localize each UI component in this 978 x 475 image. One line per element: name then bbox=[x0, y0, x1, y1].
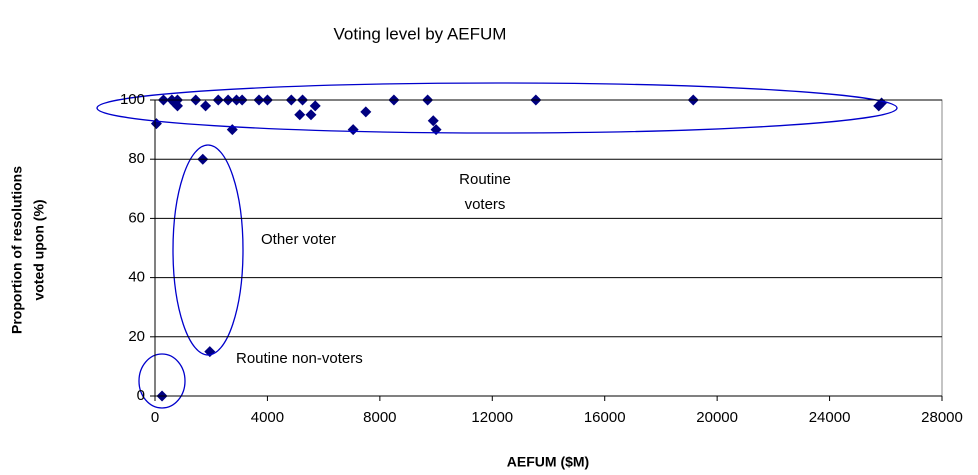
annotation: voters bbox=[465, 196, 506, 213]
point bbox=[360, 106, 372, 118]
y-tick-label: 60 bbox=[128, 209, 145, 226]
point bbox=[294, 109, 306, 121]
annotation: Other voter bbox=[261, 231, 336, 248]
y-tick-label: 100 bbox=[120, 91, 145, 108]
point bbox=[427, 115, 439, 127]
x-tick-label: 4000 bbox=[251, 409, 284, 426]
x-tick-label: 28000 bbox=[921, 409, 963, 426]
x-tick-label: 0 bbox=[151, 409, 159, 426]
annotation-ellipse bbox=[138, 353, 186, 409]
point bbox=[347, 124, 359, 136]
point bbox=[309, 100, 321, 112]
y-tick-label: 80 bbox=[128, 150, 145, 167]
point bbox=[150, 118, 162, 130]
x-tick-label: 8000 bbox=[363, 409, 396, 426]
annotation-ellipse bbox=[96, 82, 898, 134]
point bbox=[305, 109, 317, 121]
annotation-ellipse bbox=[172, 144, 244, 356]
x-tick-label: 24000 bbox=[809, 409, 851, 426]
point bbox=[200, 100, 212, 112]
annotation: Routine bbox=[459, 171, 511, 188]
x-tick-label: 20000 bbox=[696, 409, 738, 426]
y-tick-label: 40 bbox=[128, 269, 145, 286]
y-axis-label: Proportion of resolutions voted upon (%) bbox=[9, 166, 47, 334]
x-axis-label: AEFUM ($M) bbox=[507, 454, 589, 470]
y-tick-label: 0 bbox=[137, 387, 145, 404]
annotation: Routine non-voters bbox=[236, 350, 363, 367]
point bbox=[226, 124, 238, 136]
point bbox=[873, 100, 885, 112]
point bbox=[171, 100, 183, 112]
chart-title: Voting level by AEFUM bbox=[334, 24, 507, 43]
y-axis-label-line: voted upon (%) bbox=[31, 199, 47, 300]
y-tick-label: 20 bbox=[128, 328, 145, 345]
y-axis-label-line: Proportion of resolutions bbox=[9, 166, 25, 334]
x-tick-label: 12000 bbox=[471, 409, 513, 426]
x-tick-label: 16000 bbox=[584, 409, 626, 426]
point bbox=[430, 124, 442, 136]
